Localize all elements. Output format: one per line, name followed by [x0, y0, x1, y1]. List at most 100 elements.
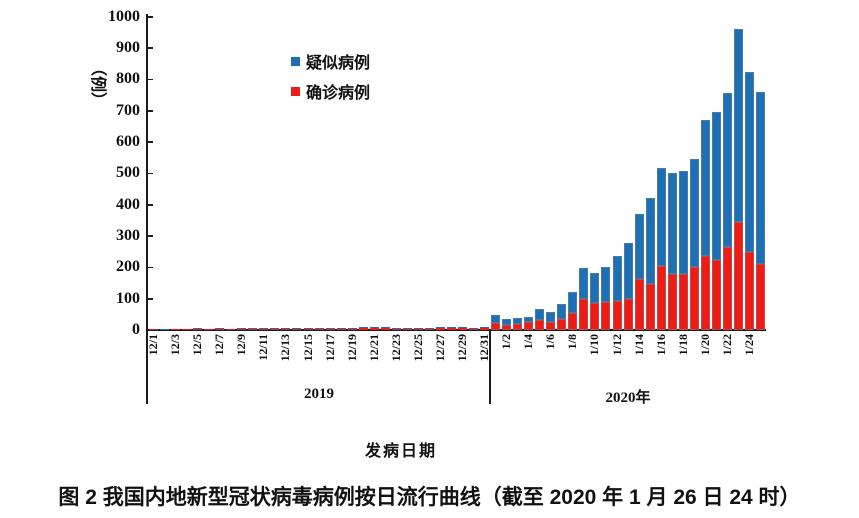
legend-label-confirmed: 确诊病例	[306, 85, 371, 102]
x-tick-label: 1/14	[631, 334, 646, 356]
bar-segment-suspected	[303, 328, 313, 329]
bar-segment-suspected	[568, 292, 578, 313]
bar-segment-confirmed	[204, 329, 214, 330]
y-tick	[148, 329, 153, 331]
y-tick	[148, 47, 153, 49]
x-tick-label: 1/4	[521, 334, 536, 350]
x-tick-label: 12/7	[212, 334, 227, 356]
y-tick	[148, 204, 153, 206]
x-tick-label: 12/3	[168, 334, 183, 356]
y-tick	[148, 172, 153, 175]
bar-segment-suspected	[347, 327, 357, 329]
x-tick-label: 12/29	[455, 334, 470, 362]
x-tick-label: 1/12	[609, 334, 624, 356]
y-tick-label: 500	[116, 164, 140, 182]
bar-segment-confirmed	[292, 329, 302, 330]
bar-segment-confirmed	[480, 328, 490, 330]
bar-segment-suspected	[491, 315, 501, 324]
bar-segment-confirmed	[524, 322, 534, 330]
bar-segment-suspected	[524, 316, 534, 323]
x-tick-label: 1/16	[653, 334, 668, 356]
bar-segment-suspected	[546, 312, 556, 322]
bar-segment-confirmed	[744, 251, 754, 330]
bar-segment-confirmed	[711, 259, 721, 330]
bar-segment-confirmed	[755, 264, 765, 330]
x-tick-label: 12/11	[256, 334, 271, 361]
bar-segment-suspected	[248, 328, 258, 329]
bar-segment-confirmed	[358, 328, 368, 330]
legend-item-confirmed: 确诊病例	[291, 82, 371, 102]
x-axis-title: 发病日期	[364, 443, 437, 460]
bar-segment-suspected	[711, 112, 721, 260]
y-tick-label: 200	[116, 258, 140, 276]
bar-segment-confirmed	[623, 298, 633, 330]
x-tick-label: 12/25	[410, 334, 425, 362]
bar-segment-confirmed	[435, 328, 445, 330]
legend-swatch-confirmed-icon	[291, 86, 300, 96]
bar-segment-confirmed	[369, 328, 379, 330]
bar-segment-confirmed	[579, 298, 589, 330]
bar-segment-suspected	[435, 327, 445, 329]
bar-segment-confirmed	[645, 283, 655, 330]
bar-segment-suspected	[700, 119, 710, 256]
bar-segment-suspected	[469, 327, 479, 329]
bar-segment-confirmed	[612, 301, 622, 330]
x-tick-label: 1/2	[499, 334, 514, 350]
bar-segment-suspected	[413, 328, 423, 329]
year-label-2019: 2019	[304, 386, 334, 402]
bar-segment-suspected	[623, 243, 633, 299]
bar-segment-suspected	[513, 318, 523, 324]
bar-segment-confirmed	[722, 247, 732, 330]
bar-segment-suspected	[678, 170, 688, 275]
bar-segment-suspected	[601, 266, 611, 303]
bar-segment-suspected	[446, 327, 456, 329]
bar-segment-confirmed	[314, 329, 324, 330]
bar-segment-confirmed	[590, 302, 600, 330]
bar-segment-confirmed	[182, 329, 192, 330]
y-axis-title: （例）	[89, 59, 106, 108]
bar-segment-suspected	[402, 328, 412, 329]
x-tick-label: 12/27	[432, 334, 447, 362]
x-tick-label: 12/9	[234, 334, 249, 356]
bar-segment-confirmed	[336, 329, 346, 330]
bar-segment-suspected	[380, 327, 390, 329]
bar-segment-confirmed	[678, 274, 688, 330]
legend: 疑似病例 确诊病例	[291, 52, 371, 102]
bar-segment-suspected	[458, 327, 468, 329]
y-tick-label: 400	[116, 195, 140, 213]
year-label-2020: 2020年	[605, 390, 651, 406]
bar-segment-suspected	[391, 327, 401, 329]
x-tick-label: 1/10	[587, 334, 602, 356]
bar-segment-suspected	[612, 255, 622, 302]
bar-segment-suspected	[336, 328, 346, 329]
x-tick-label: 12/19	[344, 334, 359, 362]
bar-segment-suspected	[755, 92, 765, 265]
x-tick-label: 12/21	[366, 334, 381, 362]
bar-segment-confirmed	[248, 329, 258, 330]
bar-segment-suspected	[579, 267, 589, 299]
bar-segment-confirmed	[446, 328, 456, 330]
bar-segment-suspected	[590, 272, 600, 303]
y-tick	[148, 110, 153, 112]
y-axis-line	[146, 14, 148, 404]
bar-segment-confirmed	[469, 328, 479, 330]
y-tick-label: 0	[132, 321, 140, 338]
y-tick	[148, 298, 153, 300]
bar-segment-confirmed	[502, 324, 512, 330]
bar-segment-suspected	[369, 327, 379, 329]
y-tick	[148, 141, 153, 143]
bar-segment-confirmed	[226, 329, 236, 330]
bar-segment-confirmed	[634, 278, 644, 330]
x-tick-label: 12/5	[190, 334, 205, 356]
bar-segment-confirmed	[237, 329, 247, 330]
bar-segment-suspected	[314, 328, 324, 329]
legend-item-suspected: 疑似病例	[291, 52, 370, 72]
bar-segment-confirmed	[215, 329, 225, 330]
x-tick-label: 1/8	[565, 334, 580, 350]
bar-segment-suspected	[281, 328, 291, 329]
x-tick-label: 12/17	[322, 334, 337, 362]
bar-segment-confirmed	[325, 329, 335, 330]
bar-segment-confirmed	[402, 329, 412, 330]
